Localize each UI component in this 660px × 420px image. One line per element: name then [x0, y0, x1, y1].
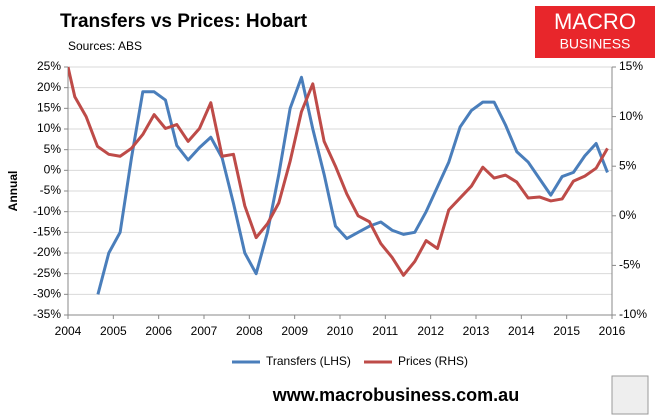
legend-label: Transfers (LHS)	[266, 354, 351, 368]
chart-title: Transfers vs Prices: Hobart	[60, 11, 308, 32]
x-tick-label: 2004	[55, 324, 82, 338]
y-tick-label: 20%	[37, 80, 61, 94]
y2-tick-label: -5%	[619, 258, 641, 272]
logo-icon	[611, 375, 649, 415]
footer: www.macrobusiness.com.au	[272, 385, 519, 405]
legend-label: Prices (RHS)	[398, 354, 468, 368]
y-tick-label: -10%	[33, 204, 61, 218]
y-tick-label: 10%	[37, 121, 61, 135]
x-tick-label: 2011	[372, 324, 398, 338]
chart-subtitle: Sources: ABS	[68, 39, 142, 53]
y-axis-label: Annual	[6, 171, 20, 212]
series-line	[68, 66, 609, 277]
y-tick-label: -5%	[40, 183, 62, 197]
y-tick-label: 15%	[37, 101, 61, 115]
series-line	[96, 75, 609, 295]
x-tick-label: 2013	[463, 324, 490, 338]
x-tick-label: 2014	[508, 324, 535, 338]
y-tick-label: -25%	[33, 266, 61, 280]
brand-logo	[535, 6, 655, 58]
y2-tick-label: 10%	[619, 109, 643, 123]
y2-tick-label: 15%	[619, 59, 643, 73]
y-tick-label: -20%	[33, 245, 61, 259]
x-tick-label: 2005	[100, 324, 127, 338]
brand-line: MACRO	[554, 9, 636, 34]
y-tick-label: 0%	[44, 163, 62, 177]
y-tick-label: -35%	[33, 307, 61, 321]
y2-tick-label: -10%	[619, 307, 647, 321]
x-tick-label: 2012	[417, 324, 444, 338]
x-tick-label: 2016	[599, 324, 626, 338]
x-tick-label: 2007	[191, 324, 218, 338]
x-tick-label: 2008	[236, 324, 263, 338]
y-tick-label: -15%	[33, 225, 61, 239]
y2-tick-label: 5%	[619, 158, 637, 172]
y-tick-label: 25%	[37, 59, 61, 73]
x-tick-label: 2009	[281, 324, 308, 338]
y-tick-label: 5%	[44, 142, 62, 156]
y2-tick-label: 0%	[619, 208, 637, 222]
x-tick-label: 2015	[553, 324, 580, 338]
x-tick-label: 2006	[145, 324, 172, 338]
brand-line: BUSINESS	[560, 36, 631, 52]
y-tick-label: -30%	[33, 287, 61, 301]
x-tick-label: 2010	[327, 324, 354, 338]
